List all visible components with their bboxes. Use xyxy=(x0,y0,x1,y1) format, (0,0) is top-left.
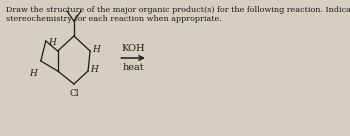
Text: H: H xyxy=(29,69,37,78)
Text: Cl: Cl xyxy=(69,89,79,98)
Text: H: H xyxy=(92,44,100,53)
Text: stereochemistry for each reaction when appropriate.: stereochemistry for each reaction when a… xyxy=(6,15,222,23)
Text: H: H xyxy=(48,38,56,47)
Text: heat: heat xyxy=(122,63,144,72)
Text: KOH: KOH xyxy=(121,44,145,53)
Text: H: H xyxy=(90,64,98,73)
Text: Draw the structure of the major organic product(s) for the following reaction. I: Draw the structure of the major organic … xyxy=(6,6,350,14)
